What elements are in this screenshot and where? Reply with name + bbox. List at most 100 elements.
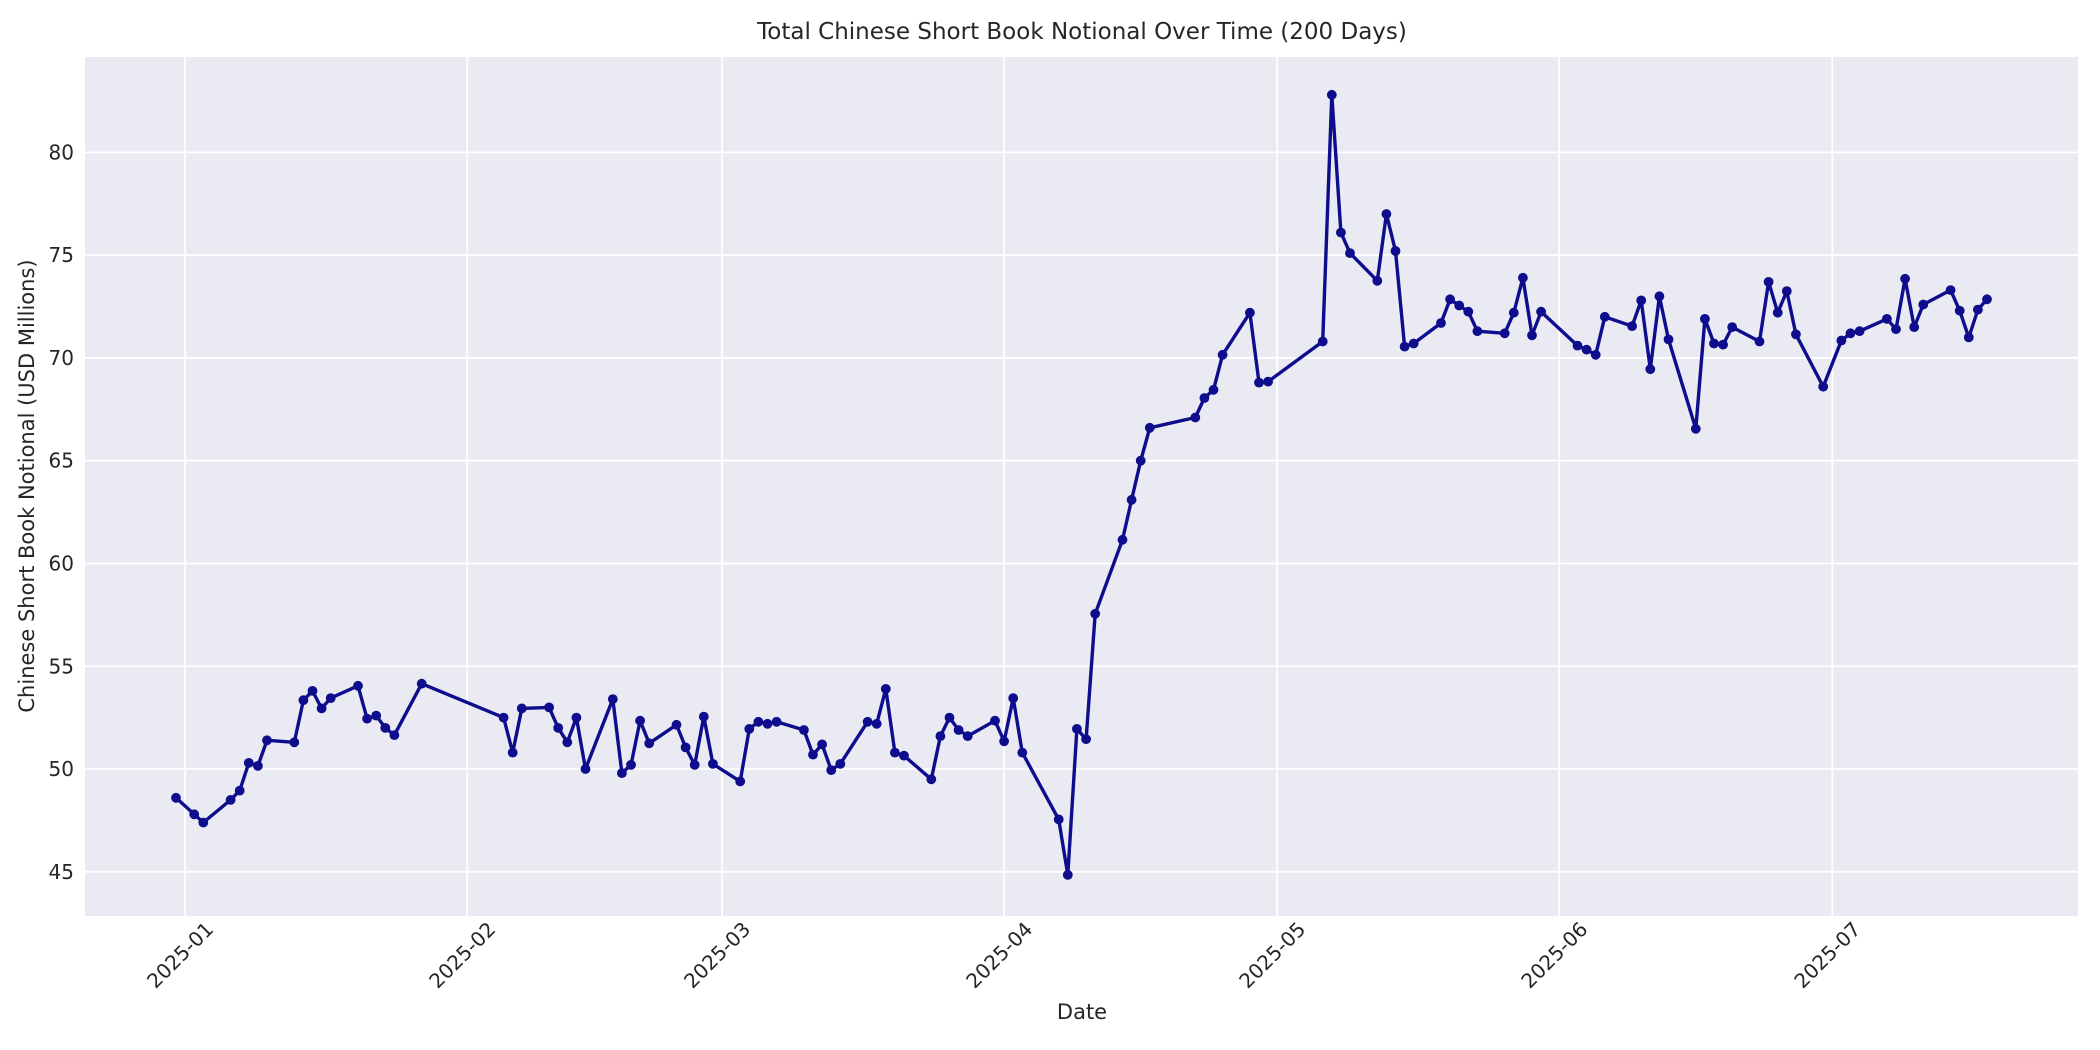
data-point-marker xyxy=(644,738,655,749)
data-point-marker xyxy=(1436,318,1446,328)
y-tick-label: 75 xyxy=(49,243,74,267)
data-point-marker xyxy=(1317,336,1328,347)
x-tick-label: 2025-01 xyxy=(142,917,218,993)
data-point-marker xyxy=(1654,291,1665,302)
y-tick-label: 80 xyxy=(49,140,74,164)
data-point-marker xyxy=(871,718,882,729)
data-point-marker xyxy=(1854,326,1865,337)
y-tick-label: 50 xyxy=(49,757,74,781)
data-point-marker xyxy=(1090,608,1101,619)
data-point-marker xyxy=(1590,349,1601,360)
data-point-marker xyxy=(953,725,964,735)
data-point-marker xyxy=(389,730,400,740)
data-point-marker xyxy=(1918,299,1929,310)
data-point-marker xyxy=(1390,246,1401,256)
data-point-marker xyxy=(1536,306,1546,317)
data-point-marker xyxy=(289,737,300,748)
data-point-marker xyxy=(298,695,309,706)
data-point-marker xyxy=(1572,340,1583,351)
y-tick-label: 55 xyxy=(49,654,74,678)
data-point-marker xyxy=(1463,306,1474,317)
data-point-marker xyxy=(1909,322,1920,332)
data-point-marker xyxy=(253,761,263,771)
data-point-marker xyxy=(316,703,327,714)
data-point-marker xyxy=(617,768,627,778)
data-point-marker xyxy=(353,680,363,691)
data-point-marker xyxy=(1399,341,1410,352)
data-point-marker xyxy=(817,739,827,750)
data-point-marker xyxy=(1982,294,1992,305)
data-point-marker xyxy=(744,724,755,734)
x-tick-label: 2025-04 xyxy=(961,917,1037,993)
data-point-marker xyxy=(1008,693,1019,703)
data-point-marker xyxy=(1891,324,1901,335)
data-point-marker xyxy=(1763,277,1774,287)
data-point-marker xyxy=(1336,227,1346,238)
data-point-marker xyxy=(1581,344,1592,355)
data-point-marker xyxy=(507,747,518,758)
data-point-marker xyxy=(1326,89,1337,100)
data-point-marker xyxy=(1454,300,1465,311)
data-point-marker xyxy=(835,759,846,769)
data-point-marker xyxy=(371,710,382,721)
data-point-marker xyxy=(735,776,746,787)
data-point-marker xyxy=(1263,376,1273,387)
data-point-marker xyxy=(1791,329,1801,340)
data-point-marker xyxy=(1518,272,1528,283)
data-point-marker xyxy=(516,703,527,714)
data-point-marker xyxy=(553,723,564,733)
data-point-marker xyxy=(571,712,582,723)
y-tick-label: 45 xyxy=(49,860,74,884)
data-point-marker xyxy=(962,731,973,741)
data-point-marker xyxy=(262,735,272,746)
data-point-marker xyxy=(562,737,573,748)
data-point-marker xyxy=(899,750,909,761)
data-point-marker xyxy=(1900,273,1910,284)
data-point-marker xyxy=(380,723,391,733)
data-point-marker xyxy=(225,795,236,805)
data-point-marker xyxy=(234,785,245,796)
y-axis-label: Chinese Short Book Notional (USD Million… xyxy=(15,259,39,713)
data-point-marker xyxy=(1836,335,1847,346)
data-point-marker xyxy=(862,716,873,727)
plot-area xyxy=(85,57,2078,916)
data-point-marker xyxy=(1663,334,1674,345)
data-point-marker xyxy=(1499,328,1510,339)
data-point-marker xyxy=(1126,494,1137,505)
data-point-marker xyxy=(1508,307,1519,318)
data-point-marker xyxy=(1973,304,1983,315)
data-point-marker xyxy=(1727,322,1738,332)
data-point-marker xyxy=(1254,377,1264,388)
x-tick-label: 2025-02 xyxy=(424,917,500,993)
data-point-marker xyxy=(544,702,554,713)
data-point-marker xyxy=(1709,338,1719,349)
data-point-marker xyxy=(935,731,946,741)
data-point-marker xyxy=(944,712,955,723)
data-point-marker xyxy=(1472,326,1483,337)
data-point-marker xyxy=(1072,724,1082,734)
data-point-marker xyxy=(1190,412,1201,423)
data-point-marker xyxy=(999,736,1009,747)
data-point-marker xyxy=(1345,248,1355,258)
data-point-marker xyxy=(1217,349,1228,360)
data-point-marker xyxy=(635,715,645,726)
data-point-marker xyxy=(1690,423,1701,434)
data-point-marker xyxy=(1208,384,1219,395)
data-point-marker xyxy=(990,715,1000,726)
data-point-marker xyxy=(1062,870,1073,880)
x-axis-label: Date xyxy=(1056,1000,1108,1024)
data-point-marker xyxy=(1117,534,1128,545)
data-point-marker xyxy=(753,716,764,727)
data-point-marker xyxy=(498,712,509,723)
data-point-marker xyxy=(1700,314,1710,324)
data-point-marker xyxy=(708,759,718,769)
y-tick-label: 60 xyxy=(49,551,74,575)
data-point-marker xyxy=(243,758,254,768)
data-point-marker xyxy=(880,684,891,694)
data-point-marker xyxy=(1245,307,1255,318)
data-point-marker xyxy=(799,725,809,735)
data-point-marker xyxy=(808,749,818,760)
x-tick-label: 2025-03 xyxy=(679,917,755,993)
